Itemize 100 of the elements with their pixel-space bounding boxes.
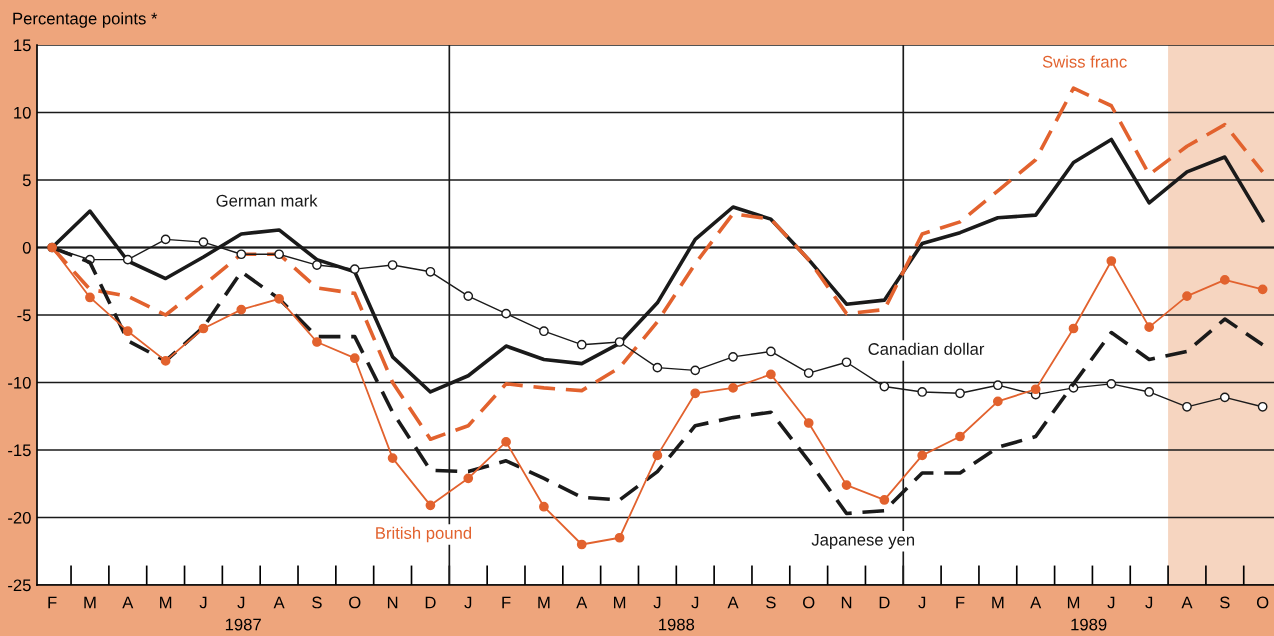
point [917,387,928,397]
point [274,249,284,260]
point [955,431,965,442]
text: 1988 [659,618,695,631]
series-label: Japanese yen [811,534,915,549]
point [539,326,549,337]
point [955,388,965,399]
x-tick-label: S [312,596,322,609]
x-tick-label: M [613,596,626,609]
series-label: British pound [376,526,472,543]
point [85,292,95,303]
x-tick-label: N [841,596,852,609]
x-tick-label: O [803,596,815,609]
x-tick-label: M [84,596,96,609]
point [841,480,852,490]
point [387,260,398,270]
y-tick-label: -15 [8,444,31,457]
point [425,266,436,277]
point [198,237,209,247]
point [387,453,398,463]
y-tick-label: 10 [14,106,31,119]
x-tick-label: M [1067,596,1080,609]
point [690,388,701,399]
x-tick-label: O [1256,596,1269,609]
point [1030,384,1041,395]
point [463,291,474,301]
x-tick-label: O [349,596,361,609]
point [236,304,247,315]
point [1219,275,1230,285]
x-tick-label: J [464,596,472,609]
x-tick-label: A [122,596,134,609]
point [1257,284,1268,295]
point [539,501,549,512]
x-tick-label: J [918,596,926,609]
point [160,356,171,366]
x-tick-label: J [653,596,661,609]
point [198,323,209,334]
point [349,353,360,364]
point [274,293,284,304]
x-tick-label: M [538,596,550,609]
point [690,365,701,376]
point [1182,401,1192,412]
y-tick-label: -10 [8,376,31,389]
point [463,473,474,484]
x-tick-label: F [48,596,57,609]
y-tick-label: 0 [22,241,31,254]
point [1144,322,1155,333]
x-tick-label: D [425,596,436,609]
point [1144,387,1155,397]
point [766,369,776,380]
x-tick-label: M [992,596,1004,609]
point [576,339,587,350]
x-tick-label: J [1107,596,1115,609]
series-label: Canadian dollar [868,342,985,355]
text: 1987 [225,618,261,631]
point [1106,378,1117,389]
x-tick-label: A [1181,596,1193,609]
point [312,260,322,270]
point [312,337,322,347]
point [992,380,1003,391]
y-tick-label: 5 [22,174,31,187]
x-tick-label: S [1220,596,1230,609]
series-label: Swiss franc [1042,55,1127,68]
point [803,368,814,378]
point [728,351,738,362]
point [160,234,171,245]
x-tick-label: J [691,596,699,609]
y-tick-label: 15 [14,39,31,52]
x-tick-label: A [273,596,285,609]
point [614,337,625,347]
y-tick-label: -20 [8,511,31,524]
point [652,450,663,461]
point [122,254,133,265]
point [992,396,1003,407]
x-tick-label: A [576,596,588,609]
x-tick-label: D [879,596,890,609]
point [236,249,247,260]
x-tick-label: J [237,596,245,609]
x-tick-label: F [502,596,511,609]
y-axis-title: Percentage points * [13,12,158,28]
x-tick-label: S [766,596,776,609]
x-tick-label: N [387,596,398,609]
point [501,437,511,447]
point [803,418,814,428]
point [879,495,890,505]
point [917,450,928,461]
series-label: German mark [216,194,318,207]
point [841,357,852,368]
point [1182,291,1192,301]
point [1219,392,1230,403]
point [576,539,587,550]
x-tick-label: F [956,596,965,609]
point [652,362,663,373]
point [1106,256,1117,266]
x-tick-label: J [199,596,207,609]
text: 1989 [1071,618,1107,631]
x-tick-label: A [727,596,739,609]
point [1257,401,1268,412]
y-tick-label: -5 [17,309,31,322]
point [614,532,625,543]
